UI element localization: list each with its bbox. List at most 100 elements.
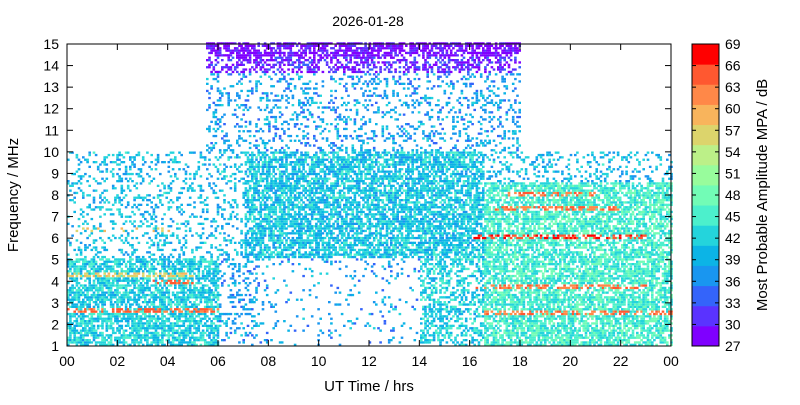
data-point bbox=[302, 92, 305, 95]
data-point bbox=[315, 239, 318, 242]
data-point bbox=[218, 104, 222, 107]
data-point bbox=[278, 156, 282, 159]
data-point bbox=[146, 301, 149, 304]
data-point bbox=[268, 206, 271, 209]
data-point bbox=[293, 161, 297, 164]
data-point bbox=[208, 343, 211, 346]
data-point bbox=[67, 282, 70, 285]
data-point bbox=[86, 260, 89, 263]
data-point bbox=[82, 258, 85, 261]
data-point bbox=[265, 191, 269, 195]
data-point bbox=[263, 248, 267, 252]
data-point bbox=[197, 265, 201, 268]
data-point bbox=[233, 49, 237, 52]
data-point bbox=[268, 194, 271, 197]
data-point bbox=[278, 215, 282, 218]
data-point bbox=[240, 70, 243, 74]
data-point bbox=[195, 336, 198, 339]
data-point bbox=[251, 251, 254, 254]
data-point bbox=[176, 343, 179, 346]
data-point bbox=[253, 44, 256, 47]
data-point bbox=[302, 244, 305, 247]
data-point bbox=[317, 227, 320, 230]
data-point bbox=[225, 63, 228, 66]
data-point bbox=[144, 339, 147, 342]
data-point bbox=[167, 317, 171, 320]
data-point bbox=[295, 59, 299, 62]
data-point bbox=[246, 94, 250, 97]
data-point bbox=[295, 199, 299, 202]
data-point bbox=[120, 161, 124, 164]
data-point bbox=[184, 320, 188, 323]
data-point bbox=[259, 241, 263, 244]
data-point bbox=[137, 151, 141, 154]
data-point bbox=[216, 51, 220, 55]
data-point bbox=[118, 324, 121, 327]
data-point bbox=[287, 258, 290, 261]
data-point bbox=[257, 213, 260, 216]
data-point bbox=[272, 106, 275, 109]
data-point bbox=[167, 296, 171, 299]
data-point bbox=[171, 234, 175, 237]
data-point bbox=[263, 144, 267, 147]
data-point bbox=[272, 70, 275, 74]
data-point bbox=[129, 260, 132, 263]
data-point bbox=[304, 158, 307, 161]
data-point bbox=[221, 189, 224, 192]
data-point bbox=[265, 293, 269, 297]
data-point bbox=[126, 203, 130, 206]
data-point bbox=[101, 322, 104, 325]
data-point bbox=[270, 177, 273, 180]
data-point bbox=[118, 331, 121, 335]
data-point bbox=[283, 206, 286, 209]
data-point bbox=[154, 317, 158, 320]
data-point bbox=[272, 175, 275, 178]
data-point bbox=[321, 161, 325, 164]
data-point bbox=[308, 104, 312, 107]
data-point bbox=[272, 206, 275, 209]
data-point bbox=[154, 322, 158, 325]
data-point bbox=[126, 324, 130, 327]
data-point bbox=[263, 203, 267, 206]
data-point bbox=[188, 293, 192, 297]
data-point bbox=[101, 284, 104, 287]
data-point bbox=[212, 220, 216, 223]
data-point bbox=[182, 324, 186, 327]
data-point bbox=[227, 312, 230, 316]
data-point bbox=[227, 234, 230, 237]
data-point bbox=[129, 258, 132, 261]
data-point bbox=[96, 279, 100, 282]
data-point bbox=[321, 199, 325, 202]
data-point bbox=[88, 298, 91, 301]
data-point bbox=[231, 172, 235, 176]
data-point bbox=[156, 305, 160, 308]
data-point bbox=[218, 42, 222, 45]
data-point bbox=[295, 149, 299, 152]
data-point bbox=[90, 298, 94, 301]
data-point bbox=[231, 301, 235, 304]
data-point bbox=[285, 255, 288, 259]
data-point bbox=[197, 272, 201, 275]
data-point bbox=[302, 104, 305, 107]
data-point bbox=[171, 255, 175, 259]
data-point bbox=[75, 291, 79, 294]
data-point bbox=[101, 339, 104, 342]
data-point bbox=[229, 301, 233, 304]
data-point bbox=[225, 244, 228, 247]
data-point bbox=[276, 234, 280, 237]
data-point bbox=[114, 260, 117, 263]
data-point bbox=[124, 215, 128, 218]
data-point bbox=[118, 260, 121, 263]
data-point bbox=[109, 208, 113, 211]
data-point bbox=[182, 282, 186, 285]
data-point bbox=[152, 336, 156, 339]
data-point bbox=[308, 170, 312, 173]
data-point bbox=[293, 253, 297, 256]
data-point bbox=[199, 241, 203, 244]
data-point bbox=[278, 170, 282, 173]
data-point bbox=[221, 215, 224, 218]
data-point bbox=[270, 196, 273, 199]
data-point bbox=[231, 272, 235, 275]
data-point bbox=[197, 291, 201, 294]
data-point bbox=[208, 327, 211, 330]
